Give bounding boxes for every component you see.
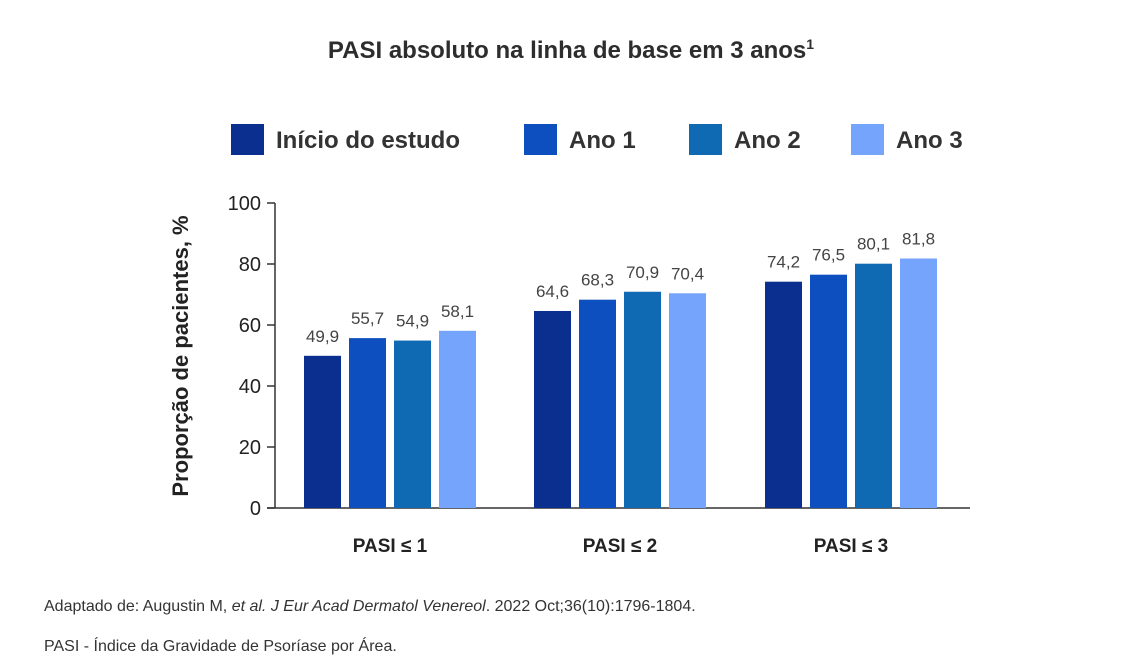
title-superscript: 1 (806, 36, 815, 52)
bar (349, 338, 386, 508)
data-label: 81,8 (902, 230, 935, 249)
legend-label: Ano 3 (896, 127, 963, 154)
x-tick-label: PASI ≤ 2 (583, 536, 658, 557)
data-label: 64,6 (536, 282, 569, 301)
y-tick-label: 80 (239, 254, 261, 276)
chart-title: PASI absoluto na linha de base em 3 anos… (327, 36, 815, 64)
bar (669, 293, 706, 508)
y-tick-label: 0 (250, 498, 261, 520)
y-tick-label: 40 (239, 376, 261, 398)
bar (534, 310, 571, 508)
bar (439, 330, 476, 508)
bar (579, 299, 616, 508)
x-tick-label: PASI ≤ 3 (814, 536, 889, 557)
bar (900, 258, 937, 508)
legend-swatch (851, 124, 884, 155)
bar (855, 263, 892, 508)
y-tick-label: 60 (239, 315, 261, 337)
bar (394, 340, 431, 508)
legend-swatch (231, 124, 264, 155)
source-footnote: Adaptado de: Augustin M, et al. J Eur Ac… (44, 598, 696, 615)
data-label: 68,3 (581, 271, 614, 290)
legend-label: Início do estudo (276, 127, 460, 154)
legend-label: Ano 1 (569, 127, 636, 154)
legend-label: Ano 2 (734, 127, 801, 154)
data-label: 55,7 (351, 309, 384, 328)
data-label: 49,9 (306, 327, 339, 346)
x-tick-label: PASI ≤ 1 (353, 536, 428, 557)
data-label: 76,5 (812, 246, 845, 265)
legend-swatch (689, 124, 722, 155)
bar (624, 291, 661, 508)
data-label: 58,1 (441, 302, 474, 321)
y-tick-label: 100 (228, 193, 261, 215)
bar (765, 281, 802, 508)
definition-footnote: PASI - Índice da Gravidade de Psoríase p… (44, 638, 397, 655)
legend-swatch (524, 124, 557, 155)
bar (304, 355, 341, 508)
data-label: 70,4 (671, 264, 704, 283)
data-label: 70,9 (626, 263, 659, 282)
data-label: 74,2 (767, 253, 800, 272)
data-label: 80,1 (857, 235, 890, 254)
y-axis-label: Proporção de pacientes, % (168, 215, 193, 496)
bar (810, 274, 847, 508)
data-label: 54,9 (396, 312, 429, 331)
y-tick-label: 20 (239, 437, 261, 459)
